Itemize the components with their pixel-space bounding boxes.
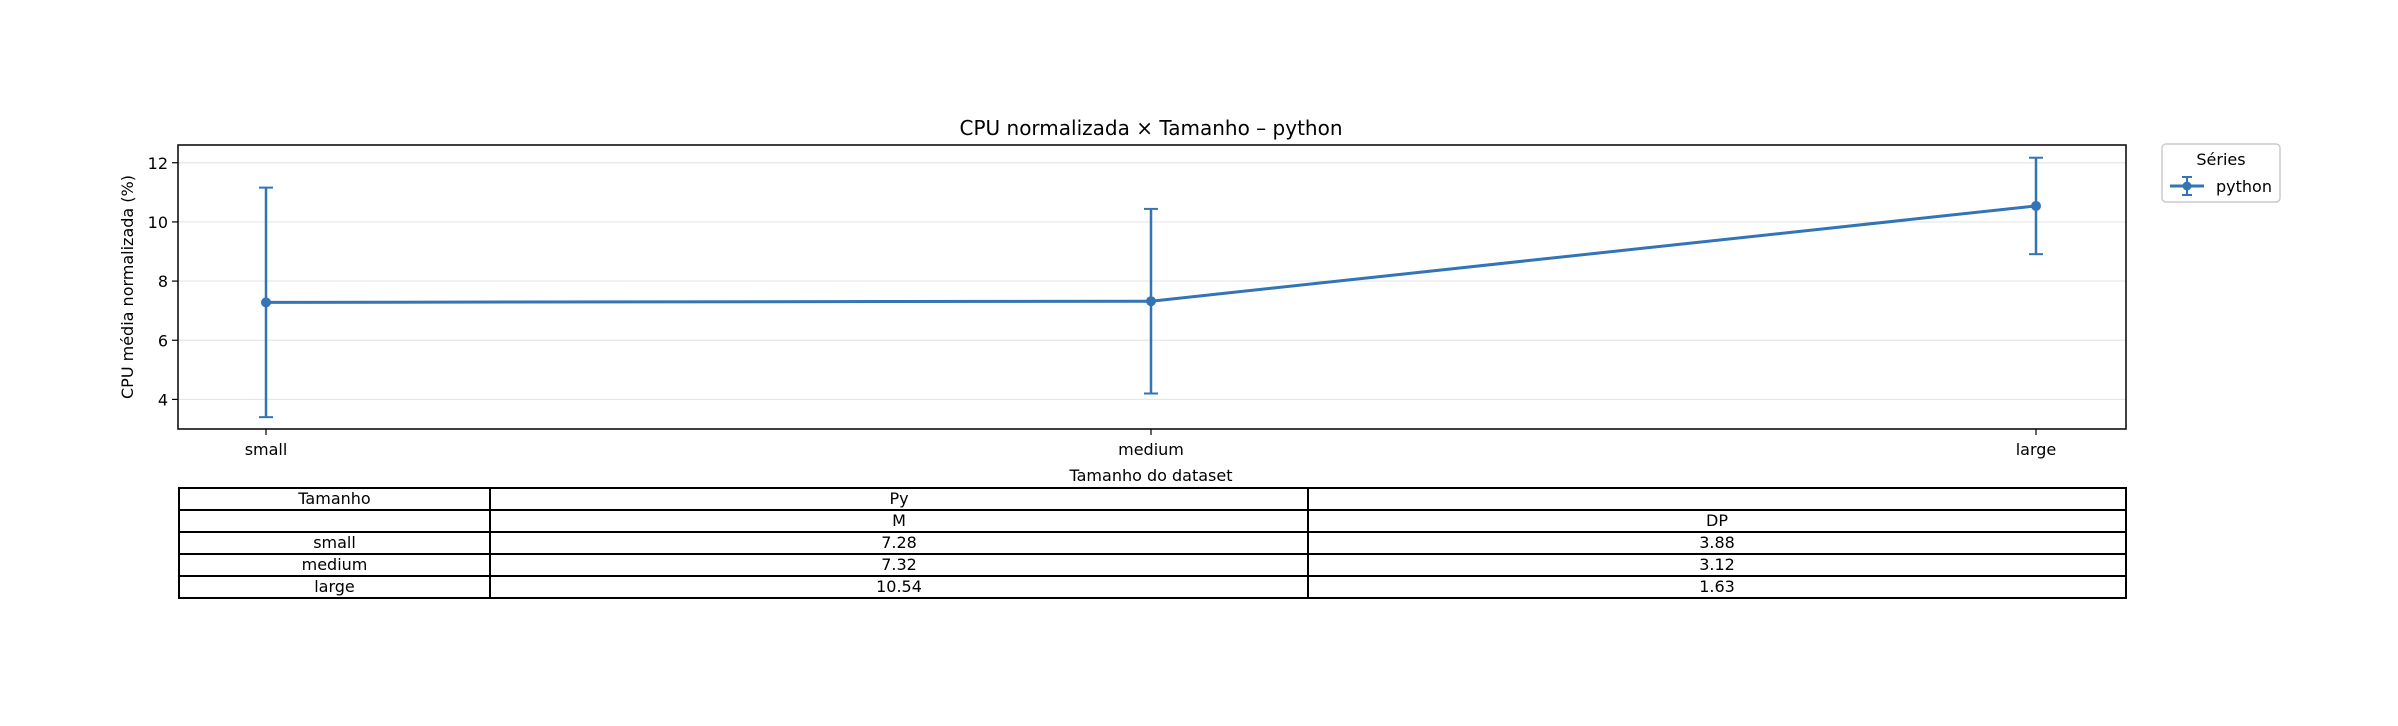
- x-axis: small medium large: [245, 429, 2057, 459]
- table-cell-sd: 3.88: [1307, 531, 2127, 555]
- y-tick-label: 8: [158, 272, 168, 291]
- chart-title: CPU normalizada × Tamanho – python: [960, 116, 1343, 140]
- plot-area-frame: [177, 144, 2127, 430]
- legend-entry-python: python: [2216, 177, 2272, 196]
- table-header-cell: Py: [489, 487, 1309, 511]
- table-cell-mean: 7.28: [489, 531, 1309, 555]
- x-axis-label: Tamanho do dataset: [1069, 466, 1233, 485]
- y-axis-label: CPU média normalizada (%): [118, 175, 137, 399]
- x-tick-label: medium: [1118, 440, 1184, 459]
- table-header-cell: [178, 509, 491, 533]
- x-tick-label: small: [245, 440, 288, 459]
- table-header-cell: DP: [1307, 509, 2127, 533]
- x-tick-label: large: [2016, 440, 2057, 459]
- series-python: [259, 156, 2043, 419]
- y-tick-label: 6: [158, 331, 168, 350]
- table-cell-size: large: [178, 575, 491, 599]
- table-subheader-row: M DP: [178, 509, 2127, 533]
- legend: Séries python: [2161, 143, 2281, 203]
- y-tick-label: 10: [148, 213, 168, 232]
- data-point: [2031, 200, 2041, 211]
- data-point: [261, 297, 271, 308]
- table-cell-sd: 1.63: [1307, 575, 2127, 599]
- table-header-row: Tamanho Py: [178, 487, 2127, 511]
- table-row: large 10.54 1.63: [178, 575, 2127, 599]
- table-header-cell: [1307, 487, 2127, 511]
- y-tick-label: 12: [148, 154, 168, 173]
- table-cell-size: small: [178, 531, 491, 555]
- table-cell-size: medium: [178, 553, 491, 577]
- table-cell-mean: 7.32: [489, 553, 1309, 577]
- table-header-cell: M: [489, 509, 1309, 533]
- data-point: [1146, 296, 1156, 307]
- table-cell-sd: 3.12: [1307, 553, 2127, 577]
- table-cell-mean: 10.54: [489, 575, 1309, 599]
- results-table: Tamanho Py M DP small 7.28 3.88 medium 7…: [178, 487, 2127, 599]
- y-tick-label: 4: [158, 390, 168, 409]
- legend-marker: [2170, 176, 2204, 196]
- table-row: medium 7.32 3.12: [178, 553, 2127, 577]
- legend-title: Séries: [2196, 150, 2245, 169]
- table-header-cell: Tamanho: [178, 487, 491, 511]
- table-row: small 7.28 3.88: [178, 531, 2127, 555]
- y-axis: 4 6 8 10 12: [148, 154, 178, 409]
